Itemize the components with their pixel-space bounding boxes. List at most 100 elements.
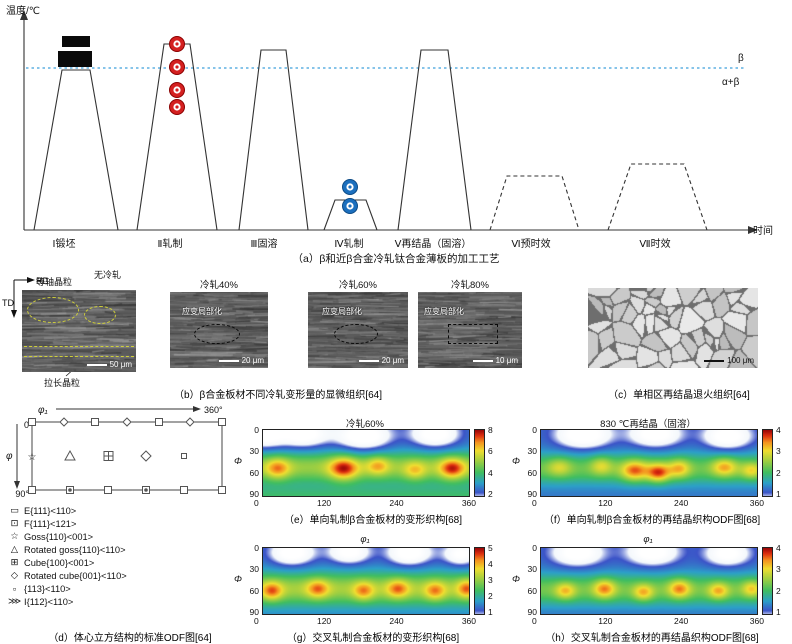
strain-localization-label: 应变局部化 <box>322 307 362 316</box>
tick-label: 60 <box>527 585 537 596</box>
deg90-label: 90° <box>15 489 29 499</box>
tick-label: 4 <box>488 467 493 478</box>
x-axis-ticks: 0 120 240 360 <box>532 498 764 508</box>
colorbar <box>474 547 485 615</box>
legend-label: E{111}<110> <box>24 505 77 516</box>
tick-label: 0 <box>532 616 537 626</box>
strain-localization-outline <box>334 324 378 344</box>
stage6-profile <box>489 175 580 231</box>
legend-symbol-icon: ⋙ <box>8 596 22 606</box>
panel-a-caption: （a）β和近β合金冷轧钛合金薄板的加工工艺 <box>293 252 500 265</box>
rolling-rolls-icon-blue <box>342 179 358 214</box>
tick-label: 6 <box>488 446 493 457</box>
rd-label: RD <box>36 276 48 286</box>
tick-label: 0 <box>532 425 537 435</box>
legend-symbol-icon: △ <box>10 544 19 554</box>
rolling-rolls-icon-red <box>169 36 185 115</box>
texture-component-symbols <box>28 417 226 494</box>
panel-d-odf-schematic: φ₁ 360° φ 0 90° <box>6 405 226 499</box>
legend-label: Cube{100}<001> <box>24 557 95 568</box>
goss-star-symbol: ☆ <box>28 452 37 463</box>
tick-label: 4 <box>776 543 781 553</box>
micrograph-cold-roll-80: 应变局部化 10 μm <box>418 292 522 368</box>
y-axis-label: Φ <box>234 456 242 467</box>
deg360-label: 360° <box>204 405 223 415</box>
tick-label: 240 <box>674 616 689 626</box>
legend-item: ☆ Goss{110}<001> <box>8 530 127 543</box>
colorbar-ticks: 5 4 3 2 1 <box>488 543 493 617</box>
tick-label: 2 <box>776 585 781 596</box>
heatmap-canvas <box>540 429 758 497</box>
panel-a-process-diagram: 温度/℃ 时间 β α+β Ⅰ锻坯 Ⅱ轧制 Ⅲ固溶 Ⅳ轧制 Ⅴ再结晶（固溶） Ⅵ… <box>6 4 773 265</box>
legend-symbol-icon: ◇ <box>10 570 19 580</box>
tick-label: 0 <box>254 616 259 626</box>
elongated-grains-label: 拉长晶粒 <box>44 378 81 388</box>
x-axis-label: 时间 <box>753 224 773 237</box>
chart-title: 830 ℃再结晶（固溶） <box>600 419 696 430</box>
legend-symbol-icon: ▫ <box>12 583 17 594</box>
tick-label: 3 <box>776 564 781 575</box>
tick-label: 360 <box>461 498 476 508</box>
legend-label: I{112}<110> <box>24 596 74 607</box>
tick-label: 90 <box>527 606 537 617</box>
tick-label: 5 <box>488 543 493 553</box>
heatmap-canvas <box>540 547 758 615</box>
equiaxed-grains-label: 等轴晶粒 <box>36 277 73 287</box>
legend-item: ▭ E{111}<110> <box>8 504 127 517</box>
y-axis-label: Φ <box>512 456 520 467</box>
legend-label: {113}<110> <box>24 583 71 594</box>
scale-bar-line <box>704 359 725 362</box>
tick-label: 1 <box>488 607 493 617</box>
tick-label: 0 <box>532 498 537 508</box>
phi-axis-label: φ <box>6 451 13 462</box>
forging-dies-icon <box>58 36 92 67</box>
stage7-profile <box>607 163 708 231</box>
scale-bar-label: 100 μm <box>727 356 754 365</box>
micrograph-no-cold-roll: 50 μm <box>22 290 136 372</box>
scale-bar: 20 μm <box>358 356 404 365</box>
tick-label: 240 <box>389 616 404 626</box>
legend-symbol-icon: ▭ <box>10 505 19 515</box>
y-axis-ticks: 0 30 60 90 <box>243 543 259 617</box>
strain-localization-outline <box>448 324 498 344</box>
tick-label: 0 <box>532 543 537 553</box>
y-axis-ticks: 0 30 60 90 <box>243 425 259 499</box>
panel-c-caption: （c）单相区再结晶退火组织[64] <box>608 390 750 401</box>
tick-label: 240 <box>389 498 404 508</box>
tick-label: 120 <box>316 616 332 626</box>
scale-bar-label: 20 μm <box>381 356 404 365</box>
micrograph-title-40: 冷轧40% <box>199 280 238 291</box>
legend-label: Goss{110}<001> <box>24 531 94 542</box>
odf-frame <box>31 421 223 491</box>
tick-label: 90 <box>249 488 259 499</box>
legend-item: ⊡ F{111}<121> <box>8 517 127 530</box>
stage2-label: Ⅱ轧制 <box>158 237 183 250</box>
phi1-axis-arrow <box>193 406 201 412</box>
micrograph-title-60: 冷轧60% <box>338 280 377 291</box>
stage3-label: Ⅲ固溶 <box>251 237 278 250</box>
elongated-grain-line <box>24 346 134 347</box>
legend-symbol-icon: ⊡ <box>10 518 19 528</box>
micrograph-recrystallized: 100 μm <box>588 288 758 368</box>
x-axis-ticks: 0 120 240 360 <box>532 616 764 626</box>
tick-label: 3 <box>776 446 781 457</box>
y-axis-ticks: 0 30 60 90 <box>521 425 537 499</box>
panel-e-heatmap: 冷轧60% Φ 0 30 60 90 8 6 4 2 0 120 240 360 <box>234 416 512 516</box>
legend-label: Rotated cube{001}<110> <box>24 570 127 581</box>
legend-symbol-icon: ☆ <box>10 531 19 541</box>
colorbar-ticks: 4 3 2 1 <box>776 543 781 617</box>
stage1-profile <box>33 69 119 231</box>
tick-label: 1 <box>776 606 781 617</box>
legend-item: △ Rotated goss{110}<110> <box>8 543 127 556</box>
tick-label: 360 <box>749 498 764 508</box>
tick-label: 0 <box>254 498 259 508</box>
micrograph-cold-roll-40: 应变局部化 20 μm <box>170 292 268 368</box>
axes <box>23 18 750 231</box>
panel-f-heatmap: 830 ℃再结晶（固溶） Φ 0 30 60 90 4 3 2 1 0 120 240 360 <box>512 416 792 516</box>
x-axis-ticks: 0 120 240 360 <box>254 616 476 626</box>
colorbar-ticks: 8 6 4 2 <box>488 425 493 499</box>
colorbar <box>762 429 773 497</box>
deg0-label: 0 <box>24 420 29 430</box>
y-axis-ticks: 0 30 60 90 <box>521 543 537 617</box>
equiaxed-region-outline <box>84 306 116 324</box>
